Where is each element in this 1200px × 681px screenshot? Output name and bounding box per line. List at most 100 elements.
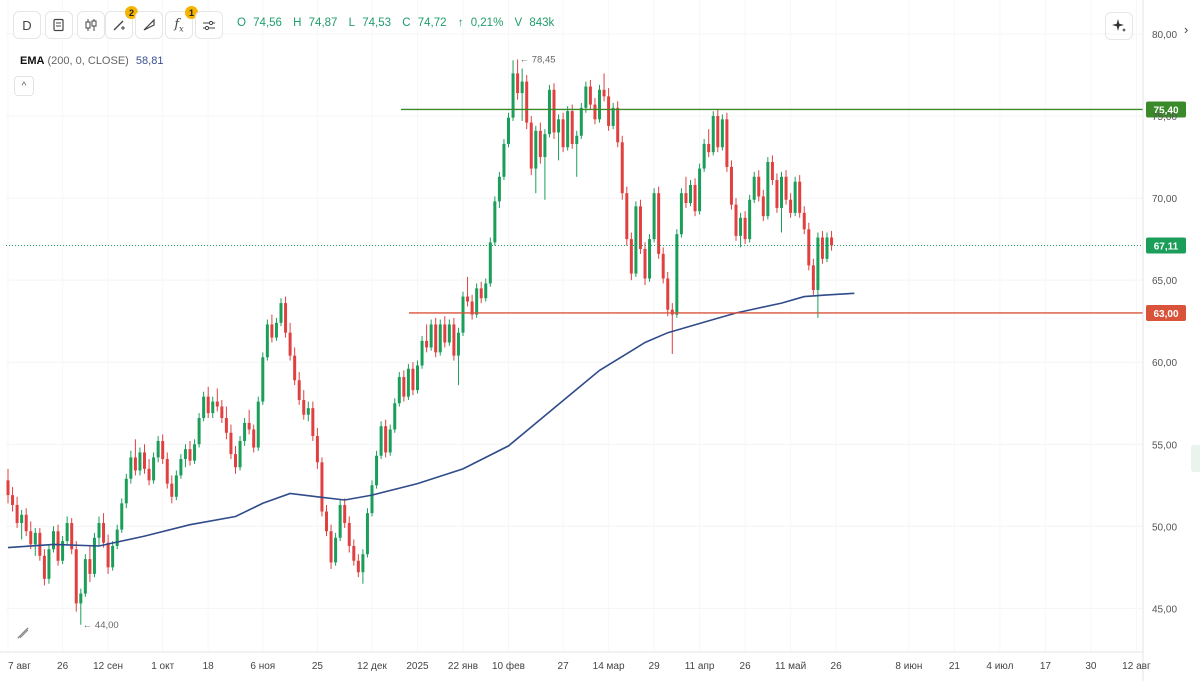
last-price-tag — [1146, 237, 1186, 254]
candle-body — [570, 111, 574, 144]
candle-body — [270, 324, 274, 338]
interval-button[interactable]: D — [13, 11, 41, 39]
collapse-legend-button[interactable]: ^ — [14, 76, 34, 96]
candle-body — [675, 234, 679, 315]
indicators-button[interactable]: fx 1 — [165, 6, 198, 39]
candle-body — [625, 193, 629, 240]
candle-body — [238, 440, 242, 468]
candle-body — [83, 559, 87, 594]
candle-body — [429, 324, 433, 348]
candle-body — [793, 181, 797, 213]
drawing-tools-button[interactable]: 2 — [105, 6, 138, 39]
x-tick-label: 2025 — [406, 661, 429, 672]
x-tick-label: 10 фев — [492, 660, 525, 672]
low-label: L — [348, 17, 356, 29]
candle-body — [657, 193, 661, 254]
candle-body — [143, 452, 146, 469]
candle-body — [306, 408, 310, 415]
ruler-pencil-icon[interactable] — [12, 622, 34, 644]
candle-body — [811, 265, 815, 290]
candle-body — [56, 531, 60, 561]
level-price-tag — [1146, 101, 1186, 118]
y-tick-label: 45,00 — [1152, 604, 1177, 615]
settings-sliders-icon[interactable] — [195, 11, 223, 39]
drawings-badge: 2 — [125, 6, 138, 19]
candle-body — [379, 426, 383, 456]
candle-body — [252, 429, 256, 448]
x-tick-label: 12 авг — [1122, 661, 1151, 672]
candle-body — [830, 237, 834, 246]
candle-body — [748, 199, 752, 240]
candle-body — [197, 417, 201, 445]
ema-legend[interactable]: EMA (200, 0, CLOSE) 58,81 — [20, 55, 163, 67]
notes-icon[interactable] — [45, 11, 73, 39]
y-tick-label: 70,00 — [1152, 194, 1177, 205]
sidebar-tab[interactable] — [1191, 445, 1200, 472]
candle-body — [338, 504, 342, 538]
shape-tool-icon[interactable] — [135, 11, 163, 39]
candle-body — [789, 199, 793, 213]
candle-body — [33, 532, 37, 545]
candles-icon[interactable] — [77, 11, 105, 39]
sparkle-icon[interactable] — [1105, 12, 1133, 40]
x-tick-label: 6 ноя — [250, 661, 275, 672]
chevron-right-icon[interactable]: › — [1184, 22, 1189, 37]
candle-body — [111, 545, 115, 568]
candle-body — [566, 111, 570, 148]
candle-body — [607, 96, 611, 126]
candle-body — [220, 406, 224, 418]
y-tick-label: 65,00 — [1152, 276, 1177, 287]
candle-body — [802, 212, 806, 230]
level-price-label: 63,00 — [1153, 309, 1178, 320]
volume-label: V — [514, 17, 523, 29]
candle-body — [102, 523, 106, 543]
candle-body — [88, 559, 92, 574]
indicators-badge: 1 — [185, 6, 198, 19]
ema-line — [7, 292, 855, 549]
candle-body — [739, 217, 743, 236]
candle-body — [547, 89, 551, 135]
candle-body — [38, 532, 42, 556]
candle-body — [534, 130, 538, 169]
candle-body — [247, 422, 251, 430]
candle-body — [416, 365, 419, 391]
candle-body — [174, 475, 178, 497]
horizontal-levels[interactable]: 75,40 63,00 67,11 — [6, 101, 1186, 321]
candle-body — [397, 376, 401, 404]
candle-body — [65, 523, 69, 542]
candle-body — [757, 176, 761, 197]
x-tick-label: 21 — [949, 661, 961, 672]
candle-body — [147, 468, 151, 481]
candle-body — [274, 322, 278, 338]
candle-body — [634, 206, 638, 274]
candle-body — [438, 324, 442, 353]
candle-body — [325, 511, 328, 532]
ema-value: 58,81 — [135, 55, 164, 67]
candle-body — [384, 426, 388, 453]
x-tick-label: 11 май — [775, 661, 806, 672]
candle-body — [620, 142, 624, 194]
candle-body — [820, 237, 824, 259]
candle-body — [406, 368, 410, 397]
volume-value: 843k — [529, 17, 555, 29]
level-price-tag — [1146, 304, 1186, 321]
candle-body — [234, 454, 237, 468]
candle-body — [284, 303, 288, 333]
candle-body — [638, 206, 642, 249]
x-tick-label: 8 июн — [895, 661, 922, 672]
candle-body — [243, 422, 247, 441]
candle-body — [816, 237, 820, 290]
candle-body — [6, 480, 10, 496]
candle-body — [516, 73, 520, 94]
candle-body — [138, 452, 142, 471]
high-label: H — [293, 17, 302, 29]
candle-body — [256, 401, 260, 448]
candle-body — [115, 529, 119, 546]
candle-body — [493, 201, 497, 243]
candle-body — [434, 324, 438, 353]
candle-body — [334, 537, 338, 563]
x-tick-label: 4 июл — [986, 661, 1013, 672]
candle-body — [293, 355, 297, 381]
candle-body — [206, 396, 210, 414]
